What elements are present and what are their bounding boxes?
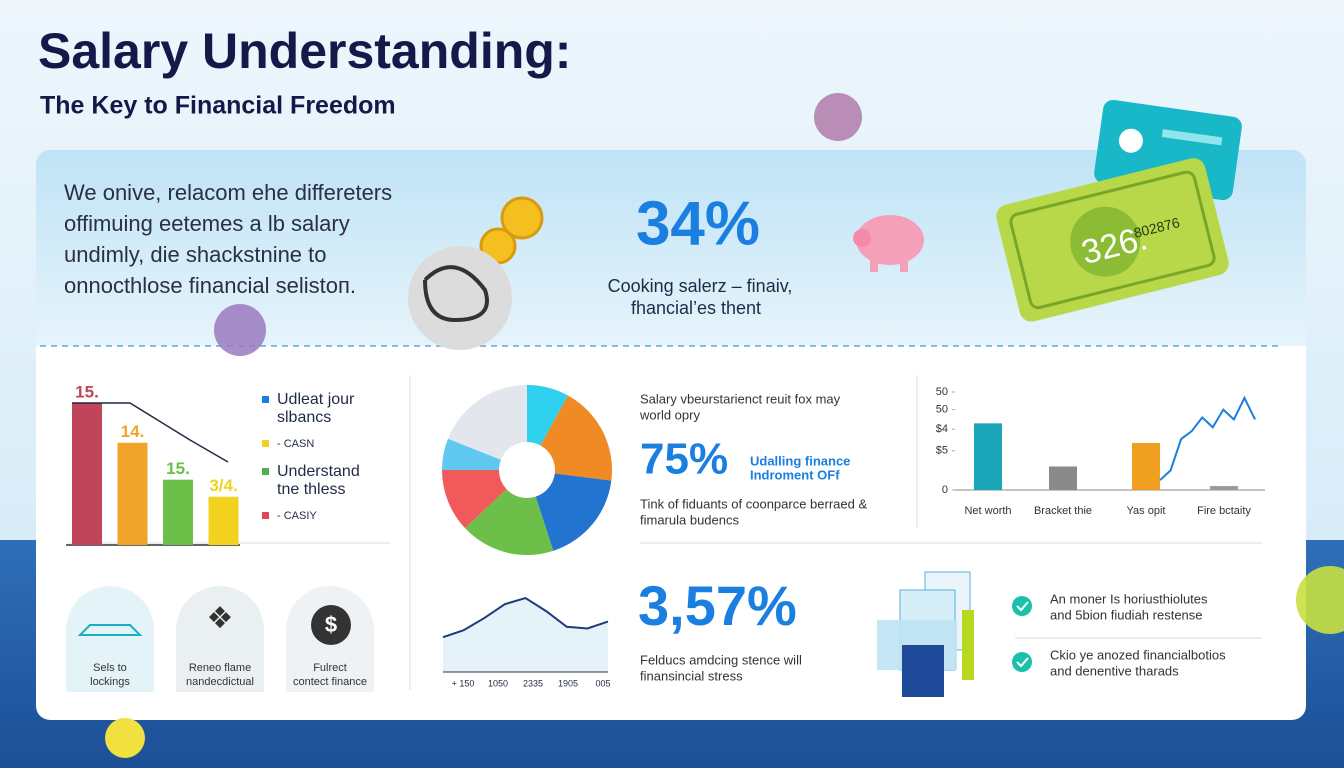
lead-text: Salary vbeurstarienct reuit fox may bbox=[640, 391, 841, 406]
pie-slice bbox=[442, 438, 501, 470]
check-text: and 5bion fiudiah restense bbox=[1050, 607, 1203, 622]
trend-decoration bbox=[72, 402, 229, 463]
body-text: fimarula budencs bbox=[640, 512, 739, 527]
bar bbox=[163, 479, 193, 545]
line bbox=[442, 596, 609, 639]
svg-text:❖: ❖ bbox=[207, 602, 234, 635]
check-mark bbox=[1016, 657, 1029, 668]
legend-text: - CASIY bbox=[277, 510, 317, 522]
check-mark bbox=[1016, 601, 1029, 612]
y-tick-label: 0 bbox=[942, 484, 948, 496]
bar bbox=[1210, 486, 1238, 490]
bar bbox=[974, 423, 1002, 490]
bar-label: 15. bbox=[75, 382, 99, 401]
x-tick-label: Net worth bbox=[964, 505, 1011, 517]
check-icon bbox=[1012, 596, 1032, 616]
x-tick-label: 1050 bbox=[488, 678, 508, 688]
bar bbox=[117, 442, 148, 545]
illustration bbox=[408, 246, 512, 350]
legend-text: - CASN bbox=[277, 438, 314, 450]
stat: 75% bbox=[640, 435, 728, 484]
intro-line: undimly, die shackstnine to bbox=[64, 242, 327, 267]
check-text: Ckio ye anozed financialbotios bbox=[1050, 647, 1226, 662]
illustration bbox=[423, 265, 489, 323]
icon-caption: nandecdictual bbox=[186, 676, 254, 688]
icon-tiles: ❖ $ bbox=[66, 586, 374, 692]
lead-text: world opry bbox=[639, 407, 700, 422]
bar-label: 15. bbox=[166, 459, 190, 478]
hero-stat: 34% bbox=[636, 189, 760, 258]
bar bbox=[208, 496, 239, 545]
icon-caption: contect finance bbox=[293, 676, 367, 688]
trend-line bbox=[1159, 395, 1256, 481]
icon-caption: lockings bbox=[90, 676, 130, 688]
bar-label: 14. bbox=[121, 422, 145, 441]
legend-swatch bbox=[262, 440, 269, 447]
documents-illustration bbox=[877, 571, 974, 697]
x-tick-label: 005 bbox=[595, 678, 610, 688]
bubble bbox=[105, 718, 145, 758]
svg-text:$: $ bbox=[325, 612, 337, 637]
legend-text: Udleat jour bbox=[277, 391, 355, 408]
y-tick-label: $5 bbox=[936, 445, 948, 457]
legend-swatch bbox=[262, 512, 269, 519]
pie-slice bbox=[442, 470, 507, 529]
card-banner bbox=[36, 150, 1306, 346]
bar bbox=[1049, 466, 1077, 490]
bubble bbox=[814, 93, 862, 141]
piggy-bank bbox=[853, 215, 924, 272]
pie-slice bbox=[447, 385, 527, 460]
x-tick-label: Fire bctaity bbox=[1197, 505, 1251, 517]
bar bbox=[72, 403, 102, 545]
coins bbox=[479, 196, 544, 265]
legend-text: tne thless bbox=[277, 481, 345, 498]
pie-slice bbox=[527, 385, 568, 446]
icon-caption: Sels to bbox=[93, 662, 127, 674]
hero-caption: fhancial’es thent bbox=[631, 298, 761, 318]
intro-line: We onive, relacom ehe differeters bbox=[64, 180, 392, 205]
pie-slice bbox=[465, 489, 554, 555]
bar-label: 3/4. bbox=[209, 476, 237, 495]
subtitle: The Key to Financial Freedom bbox=[40, 92, 396, 120]
pie-slice bbox=[540, 395, 612, 481]
legend-text: Understand bbox=[277, 463, 360, 480]
icon-caption: Fulrect bbox=[313, 662, 347, 674]
body-text: Tink of fiduants of coonparce berraed & bbox=[640, 496, 867, 511]
check-icon bbox=[1012, 652, 1032, 672]
area bbox=[443, 598, 608, 672]
y-tick-label: 50 bbox=[936, 386, 948, 398]
bottom-note: finansincial stress bbox=[640, 668, 743, 683]
x-tick-label: 2335 bbox=[523, 678, 543, 688]
x-tick-label: Yas opit bbox=[1127, 505, 1166, 517]
x-tick-label: + 150 bbox=[452, 678, 475, 688]
x-tick-label: Bracket thie bbox=[1034, 505, 1092, 517]
pie-slice bbox=[535, 473, 612, 551]
hero-caption: Cooking salerz – finaiv, bbox=[608, 276, 793, 296]
check-text: and denentive tharads bbox=[1050, 663, 1179, 678]
stat-note: Indroment OFf bbox=[750, 467, 840, 482]
check-text: An moner Is horiusthiolutes bbox=[1050, 591, 1208, 606]
intro-line: offimuing eetemes a lb salary bbox=[64, 211, 350, 236]
x-tick-label: 1905 bbox=[558, 678, 578, 688]
banknote bbox=[996, 158, 1229, 322]
y-tick-label: 50 bbox=[936, 404, 948, 416]
y-tick-label: $4 bbox=[936, 423, 948, 435]
icon-caption: Reneo flame bbox=[189, 662, 251, 674]
intro-line: onnocthlose financial selistoп. bbox=[64, 273, 356, 298]
bubble bbox=[1296, 566, 1344, 634]
stat-note: Udalling finance bbox=[750, 453, 850, 468]
title: Salary Understanding: bbox=[38, 23, 571, 79]
legend-swatch bbox=[262, 396, 269, 403]
bottom-note: Felducs amdcing stence will bbox=[640, 652, 802, 667]
bar bbox=[1132, 442, 1160, 490]
legend-swatch bbox=[262, 468, 269, 475]
bottom-stat: 3,57% bbox=[638, 574, 797, 637]
bubble bbox=[214, 304, 266, 356]
legend-text: slbancs bbox=[277, 409, 331, 426]
